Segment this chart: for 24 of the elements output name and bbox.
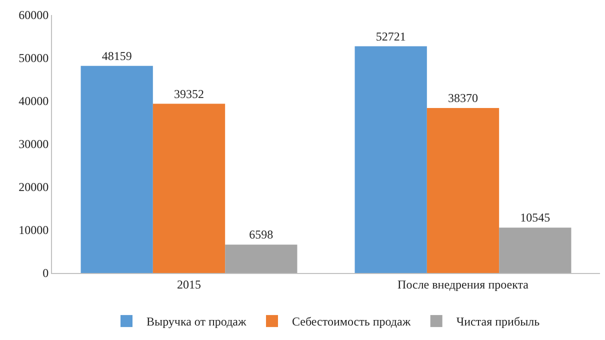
legend-label: Чистая прибыль bbox=[456, 314, 540, 329]
y-tick-label: 30000 bbox=[18, 137, 49, 152]
y-tick-label: 60000 bbox=[18, 8, 49, 22]
y-tick-label: 40000 bbox=[18, 94, 49, 108]
bar bbox=[80, 66, 153, 273]
legend-label: Себестоимость продаж bbox=[292, 314, 412, 329]
y-tick-label: 0 bbox=[42, 266, 49, 280]
y-tick-label: 20000 bbox=[18, 180, 49, 194]
data-label: 6598 bbox=[249, 228, 274, 242]
bar bbox=[499, 228, 572, 273]
x-tick-label: После внедрения проекта bbox=[398, 277, 530, 292]
bar bbox=[152, 104, 226, 273]
legend-label: Выручка от продаж bbox=[146, 314, 248, 329]
bar bbox=[354, 46, 427, 273]
data-label: 10545 bbox=[520, 210, 550, 225]
y-tick-label: 10000 bbox=[18, 223, 49, 238]
y-tick-label: 50000 bbox=[18, 51, 49, 66]
bar bbox=[225, 244, 298, 273]
bar bbox=[426, 108, 500, 273]
data-label: 48159 bbox=[102, 48, 132, 63]
x-tick-label: 2015 bbox=[177, 277, 201, 292]
data-label: 39352 bbox=[174, 86, 204, 101]
data-label: 52721 bbox=[376, 29, 406, 44]
data-label: 38370 bbox=[448, 91, 478, 106]
